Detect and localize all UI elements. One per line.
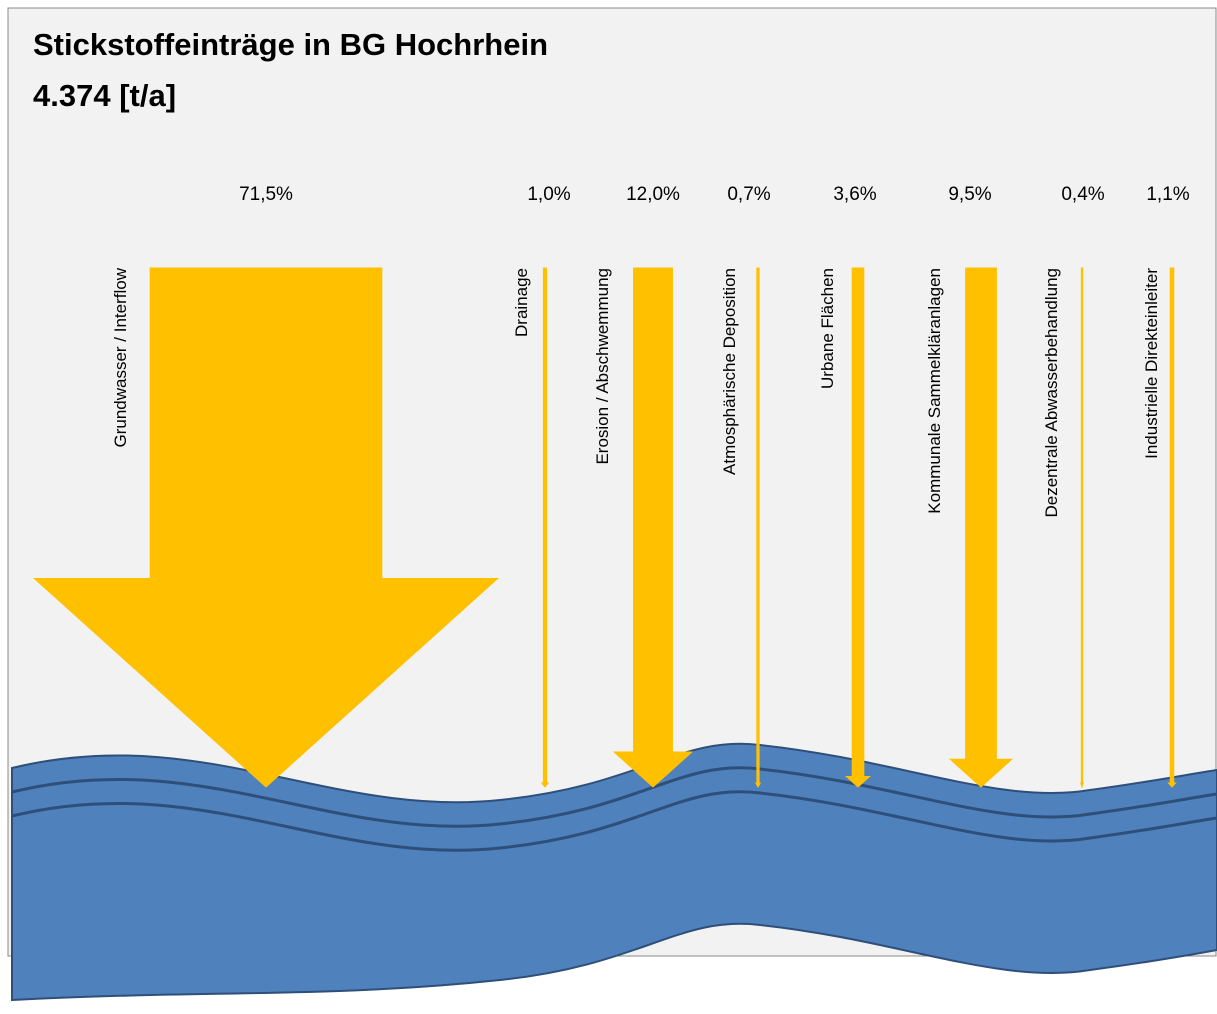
- category-label: Dezentrale Abwasserbehandlung: [1042, 268, 1061, 518]
- category-label: Erosion / Abschwemmung: [593, 268, 612, 465]
- flow-arrow: [756, 268, 761, 787]
- category-label: Atmosphärische Deposition: [720, 268, 739, 475]
- flow-arrow: [1081, 268, 1084, 787]
- value-label: 3,6%: [833, 184, 876, 205]
- value-label: 0,4%: [1061, 184, 1104, 205]
- value-label: 1,0%: [527, 184, 570, 205]
- category-label: Grundwasser / Interflow: [111, 267, 130, 447]
- chart: Stickstoffeinträge in BG Hochrhein 4.374…: [0, 0, 1217, 1014]
- value-label: 12,0%: [626, 184, 680, 205]
- category-label: Kommunale Sammelkläranlagen: [925, 268, 944, 514]
- chart-title: Stickstoffeinträge in BG Hochrhein: [33, 27, 548, 62]
- category-label: Drainage: [512, 268, 531, 337]
- chart-subtitle: 4.374 [t/a]: [33, 78, 176, 113]
- category-label: Industrielle Direkteinleiter: [1142, 268, 1161, 459]
- category-label: Urbane Flächen: [818, 268, 837, 389]
- value-label: 1,1%: [1146, 184, 1189, 205]
- value-label: 0,7%: [727, 184, 770, 205]
- value-label: 71,5%: [239, 184, 293, 205]
- value-label: 9,5%: [948, 184, 991, 205]
